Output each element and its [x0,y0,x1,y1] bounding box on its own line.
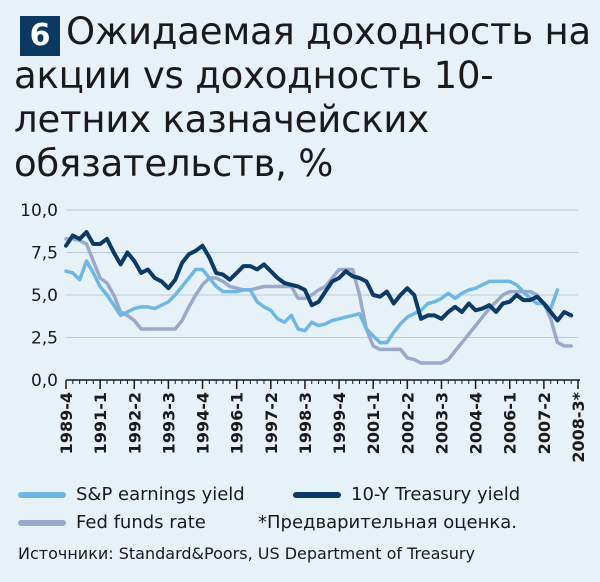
x-tick-labels: 1989-4 1991-1 1992-2 1993-3 1994-4 1996-1 1997… [57,391,588,462]
x-tick-label: 1997-2 [262,392,281,454]
legend-swatch-sp [18,491,66,498]
x-tick-label: 2008-3* [569,391,588,462]
legend-item-sp: S&P earnings yield [18,484,245,505]
chart-number-badge: 6 [20,16,60,56]
y-tick-label: 7,5 [31,244,58,264]
y-tick-label: 5,0 [31,286,58,306]
series-line-0 [64,259,560,345]
source-note: Источники: Standard&Poors, US Department… [18,544,475,563]
y-tick-labels: 0,0 2,5 5,0 7,5 10,0 [20,201,58,391]
legend-label-treasury: 10-Y Treasury yield [351,484,521,505]
x-tick-label: 1996-1 [228,392,247,454]
x-tick-label: 2007-2 [535,392,554,454]
y-tick-label: 10,0 [20,201,58,221]
series-lines [64,230,574,365]
legend-label-fed: Fed funds rate [76,512,206,533]
x-tick-label: 1994-4 [194,392,213,454]
x-tick-label: 2003-3 [432,392,451,454]
footnote: *Предварительная оценка. [258,512,517,533]
x-tick-label: 2001-1 [364,392,383,454]
axes [65,379,580,389]
x-tick-label: 1999-4 [330,392,349,454]
legend-swatch-fed [18,519,66,526]
x-tick-label: 1993-3 [159,392,178,454]
series-line-1 [64,230,574,323]
title-block: 6 Ожидаемая доходность на акции vs доход… [14,10,594,186]
legend-swatch-treasury [293,491,341,498]
line-chart: 0,0 2,5 5,0 7,5 10,0 1989-4 1991-1 1992-2 1993-… [20,201,588,463]
legend-item-treasury: 10-Y Treasury yield [293,484,520,505]
x-tick-label: 2006-1 [501,392,520,454]
legend-label-sp: S&P earnings yield [76,484,245,505]
x-tick-label: 1998-3 [296,392,315,454]
y-tick-label: 0,0 [31,371,58,391]
y-tick-label: 2,5 [31,329,58,349]
x-tick-label: 1991-1 [91,392,110,454]
x-tick-label: 1989-4 [57,392,76,454]
legend-item-fed: Fed funds rate [18,512,206,533]
chart-title: Ожидаемая доходность на акции vs доходно… [14,10,592,185]
x-tick-label: 2002-2 [398,392,417,454]
x-tick-label: 1992-2 [125,392,144,454]
series-line-2 [64,237,573,365]
grid-lines [66,209,578,338]
x-tick-label: 2004-4 [467,392,486,454]
